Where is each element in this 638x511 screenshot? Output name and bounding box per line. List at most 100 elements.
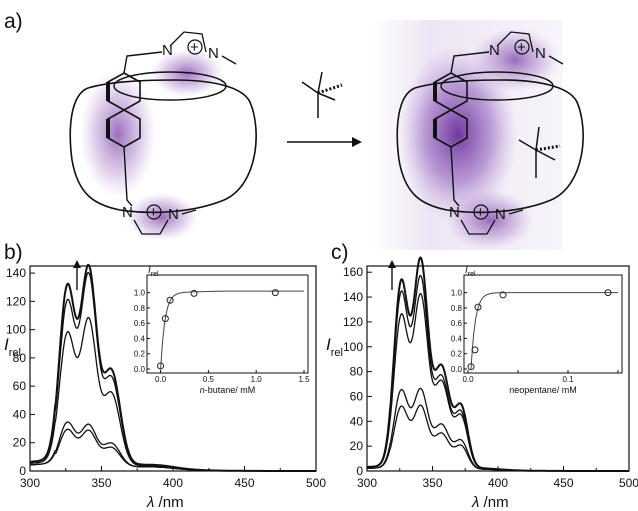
imidazolium-ring-bottom-right (460, 219, 496, 235)
y-tick-label: 140 (343, 290, 363, 304)
y-axis-label: Irel (4, 335, 21, 359)
nitrogen-label: N (168, 206, 179, 223)
panel-c: c) 300 350 400 450 500 0 20 40 60 80 100 120 140 160 λ… (326, 241, 638, 511)
panel-b: b) 300 350 400 450 500 0 20 40 60 80 100 120 140 λ /n… (4, 241, 326, 511)
arrow-up-icon (73, 260, 81, 268)
neopentane-hashed-bond (317, 83, 343, 95)
panel-label-c: c) (331, 241, 349, 264)
x-tick-label: 350 (422, 476, 442, 490)
host-guest-complex: N N + N N + (372, 20, 584, 250)
x-tick-label: 400 (488, 476, 508, 490)
linker-top-left (123, 51, 163, 74)
inset-x-tick-label: 0.0 (155, 375, 167, 384)
inset-y-tick-label: 0.2 (134, 350, 146, 359)
y-tick-label: 100 (343, 340, 363, 354)
inset-x-tick-label: 1.0 (251, 375, 263, 384)
inset-data-point (161, 315, 169, 323)
x-tick-label: 450 (234, 476, 254, 490)
nitrogen-label: N (122, 204, 133, 221)
cavitand-rim-right (440, 71, 554, 101)
plus-sign: + (476, 204, 485, 221)
methyl-bond (221, 55, 237, 65)
inset-x-tick-label: 0.1 (562, 375, 574, 384)
inset-data-point (190, 289, 198, 297)
inset-fit-curve (470, 292, 618, 370)
nitrogen-label: N (208, 45, 219, 62)
x-tick-label: 300 (20, 476, 40, 490)
cavitand-rim-left (113, 71, 227, 101)
inset-y-tick-label: 0.6 (134, 319, 146, 328)
inset-frame (146, 274, 309, 374)
inset-x-axis-label: n-butane/ mM (200, 385, 256, 395)
bound-neopentane (518, 126, 556, 178)
inset-data-point (471, 346, 479, 354)
inset-data-point (474, 303, 482, 311)
neopentane-bonds (301, 71, 336, 118)
spectrum-series-line (29, 421, 316, 472)
linker-bottom-left (123, 146, 133, 207)
host-molecule-empty: N N + N N + (69, 31, 257, 241)
glow-naphthalene-left (80, 70, 156, 198)
nitrogen-label: N (489, 42, 500, 59)
inset-data-point (166, 296, 174, 304)
y-tick-label: 60 (350, 389, 364, 403)
y-tick-label: 40 (13, 407, 27, 421)
y-tick-label: 60 (13, 379, 27, 393)
x-tick-label: 500 (306, 476, 326, 490)
inset-y-tick-label: 1.0 (134, 289, 146, 298)
plus-sign: + (517, 39, 526, 56)
inset-y-tick-label: 0.0 (134, 365, 146, 374)
inset-y-tick-label: 0.4 (451, 334, 463, 343)
spectrum-series-line (367, 387, 629, 472)
inset-fit-curve (160, 290, 304, 370)
x-tick-label: 350 (91, 476, 111, 490)
x-tick-label: 300 (357, 476, 377, 490)
positive-charge-icon (187, 39, 203, 55)
inset-y-tick-label: 0.6 (451, 319, 463, 328)
arrow-head-icon (352, 137, 362, 147)
imidazolium-ring-top-right (496, 31, 534, 53)
plus-sign: + (190, 39, 199, 56)
y-tick-label: 120 (6, 294, 26, 308)
panel-label-a: a) (4, 10, 23, 33)
y-tick-label: 80 (13, 351, 27, 365)
nitrogen-label: N (535, 45, 546, 62)
plus-sign: + (149, 204, 158, 221)
linker-bottom-right (450, 146, 460, 207)
y-tick-label: 20 (13, 436, 27, 450)
y-tick-label: 160 (343, 265, 363, 279)
x-tick-label: 400 (163, 476, 183, 490)
y-tick-label: 0 (356, 464, 363, 478)
linker-top-right (450, 51, 490, 74)
methyl-bond (508, 209, 524, 215)
nitrogen-label: N (495, 206, 506, 223)
inset-frame (463, 274, 623, 374)
imidazolium-ring-top-left (169, 31, 207, 53)
positive-charge-icon (146, 204, 162, 220)
methyl-bond (181, 209, 197, 215)
bound-neopentane-hashed-bond (535, 144, 561, 152)
inset-y-tick-label: 0.8 (451, 304, 463, 313)
inset-y-tick-label: 1.0 (451, 289, 463, 298)
y-tick-label: 140 (6, 266, 26, 280)
y-tick-label: 0 (19, 464, 26, 478)
spectrum-series-line (367, 404, 629, 472)
inset-y-tick-label: 0.8 (134, 304, 146, 313)
inset-data-point (271, 289, 279, 297)
glow-imidazolium-bottom-right (446, 190, 534, 250)
nitrogen-label: N (162, 42, 173, 59)
y-axis-label: Irel (326, 335, 343, 359)
inset-data-point (157, 362, 165, 370)
cavitand-ring-left (69, 79, 257, 214)
spectrum-chart-c: 300 350 400 450 500 0 20 40 60 80 100 120 140 160 λ /n… (326, 256, 638, 511)
nitrogen-label: N (449, 204, 460, 221)
y-tick-label: 100 (6, 323, 26, 337)
panel-a: a) N N + N N + (4, 10, 584, 250)
inset-y-tick-label: 0.4 (134, 334, 146, 343)
y-tick-label: 120 (343, 315, 363, 329)
positive-charge-icon (514, 39, 530, 55)
imidazolium-ring-bottom-left (133, 219, 169, 235)
inset-x-tick-label: 1.5 (298, 375, 310, 384)
positive-charge-icon (473, 204, 489, 220)
y-tick-label: 80 (350, 365, 364, 379)
